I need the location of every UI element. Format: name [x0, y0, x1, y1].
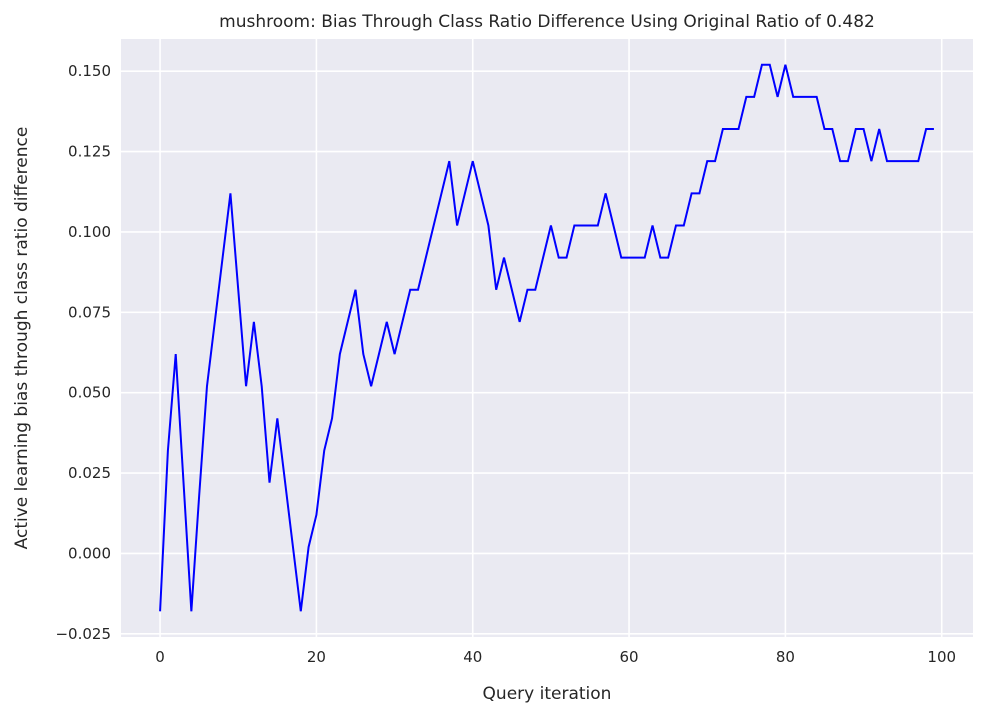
plot-area: [121, 39, 973, 637]
y-tick-label: 0.025: [68, 464, 111, 482]
y-tick-label: 0.050: [68, 384, 111, 402]
x-tick-label: 20: [307, 648, 326, 666]
x-tick-label: 40: [463, 648, 482, 666]
grid-lines: [121, 39, 973, 637]
y-axis-label: Active learning bias through class ratio…: [12, 127, 32, 550]
series-group: [159, 63, 934, 612]
y-tick-label: 0.100: [68, 223, 111, 241]
x-tick-label: 100: [927, 648, 956, 666]
x-tick-label: 60: [620, 648, 639, 666]
y-tick-label: 0.150: [68, 62, 111, 80]
y-tick-label: 0.000: [68, 544, 111, 562]
chart-title: mushroom: Bias Through Class Ratio Diffe…: [219, 12, 875, 32]
series-line: [159, 63, 934, 612]
x-tick-label: 80: [776, 648, 795, 666]
y-tick-label: −0.025: [55, 625, 111, 643]
y-axis-ticks: −0.025 0.000 0.025 0.050 0.075 0.100 0.125 0.15…: [55, 62, 111, 643]
x-axis-ticks: 0 20 40 60 80 100: [155, 648, 956, 666]
y-tick-label: 0.125: [68, 143, 111, 161]
x-tick-label: 0: [155, 648, 165, 666]
x-axis-label: Query iteration: [483, 684, 612, 704]
y-tick-label: 0.075: [68, 303, 111, 321]
